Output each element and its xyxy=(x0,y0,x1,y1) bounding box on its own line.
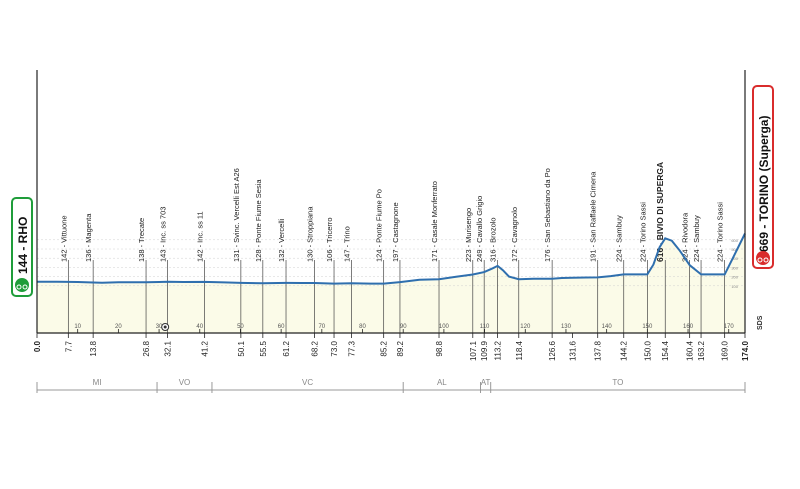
start-badge: 144 - RHO xyxy=(11,197,33,297)
place-label: 176 - San Sebastiano da Po xyxy=(543,168,552,262)
km-tick-label: 100 xyxy=(439,324,450,330)
distance-label: 13.8 xyxy=(89,340,98,356)
finish-bike-icon xyxy=(756,251,770,265)
km-tick-label: 60 xyxy=(278,324,285,330)
distance-label: 0.0 xyxy=(33,340,42,352)
distance-label: 109.9 xyxy=(480,340,489,361)
km-tick-label: 150 xyxy=(642,324,653,330)
place-label: 143 - Inc. ss 703 xyxy=(159,207,168,262)
camera-icon xyxy=(161,323,170,331)
finish-badge-frame xyxy=(752,85,774,269)
place-label: 106 - Tricerro xyxy=(325,217,334,262)
distance-label: 26.8 xyxy=(142,340,151,356)
place-label: 616 - BIVIO DI SUPERGA xyxy=(655,162,665,262)
y-tick-label: 200 xyxy=(731,275,738,280)
region-label: VC xyxy=(302,378,313,387)
place-label: 128 - Ponte Fiume Sesia xyxy=(254,179,263,262)
distance-label: 68.2 xyxy=(311,340,320,356)
distance-label: 174.0 xyxy=(741,340,750,361)
distance-label: 163.2 xyxy=(697,340,706,361)
distance-label: 89.2 xyxy=(396,340,405,356)
finish-badge: 669 - TORINO (Superga) xyxy=(752,85,774,269)
km-tick-label: 40 xyxy=(196,324,203,330)
distance-label: 32.1 xyxy=(164,340,173,356)
distance-label: 77.3 xyxy=(348,340,357,356)
start-label: 144 - RHO xyxy=(16,217,30,274)
distance-label: 131.6 xyxy=(568,340,577,361)
km-tick-label: 140 xyxy=(602,324,613,330)
place-label: 124 - Ponte Fiume Po xyxy=(375,189,384,262)
distance-label: 61.2 xyxy=(282,340,291,356)
finish-label: 669 - TORINO (Superga) xyxy=(757,116,771,252)
km-tick-label: 120 xyxy=(520,324,531,330)
place-label: 147 - Trino xyxy=(343,226,352,262)
km-tick-label: 50 xyxy=(237,324,244,330)
region-label: MI xyxy=(93,378,102,387)
finish-side-label: SDS xyxy=(757,315,764,330)
place-label: 172 - Cavagnolo xyxy=(510,207,519,262)
distance-label: 150.0 xyxy=(643,340,652,361)
distance-label: 113.2 xyxy=(494,340,503,360)
start-badge-frame xyxy=(11,197,33,297)
km-tick-label: 10 xyxy=(74,324,81,330)
place-label: 142 - Vittuone xyxy=(59,215,68,262)
region-label: VO xyxy=(179,378,191,387)
place-label: 138 - Trecate xyxy=(137,218,146,262)
km-tick-label: 90 xyxy=(400,324,407,330)
distance-label: 73.0 xyxy=(330,340,339,356)
profile-line xyxy=(36,233,746,285)
y-tick-label: 600 xyxy=(731,238,738,243)
y-tick-label: 500 xyxy=(731,247,738,252)
place-label: 249 - Cavallo Grigio xyxy=(475,196,484,262)
distance-label: 107.1 xyxy=(469,340,478,361)
distance-label: 85.2 xyxy=(380,340,389,356)
distance-label: 55.5 xyxy=(259,340,268,356)
km-tick-label: 130 xyxy=(561,324,572,330)
place-label: 324 - Rivodora xyxy=(681,212,690,262)
km-tick-label: 70 xyxy=(318,324,325,330)
place-label: 130 - Stroppiana xyxy=(306,206,315,262)
distance-label: 137.8 xyxy=(594,340,603,361)
place-label: 191 - San Raffaele Cimena xyxy=(589,171,598,262)
distance-label: 50.1 xyxy=(237,340,246,356)
distance-label: 7.7 xyxy=(64,340,73,352)
place-label: 316 - Brozolo xyxy=(489,217,498,262)
place-label: 171 - Casale Monferrato xyxy=(430,181,439,262)
km-tick-label: 80 xyxy=(359,324,366,330)
distance-label: 98.8 xyxy=(435,340,444,356)
place-label: 224 - Sambuy xyxy=(692,215,701,262)
place-label: 131 - Svinc. Vercelli Est A26 xyxy=(232,168,241,262)
y-tick-label: 400 xyxy=(731,256,738,261)
place-label: 197 - Castagnone xyxy=(391,202,400,262)
distance-label: 160.4 xyxy=(686,340,695,361)
y-tick-label: 300 xyxy=(731,265,738,270)
distance-label: 41.2 xyxy=(201,340,210,356)
km-tick-label: 110 xyxy=(480,324,490,330)
place-label: 224 - Sambuy xyxy=(615,215,624,262)
place-label: 142 - Inc. ss 11 xyxy=(196,211,205,262)
distance-label: 154.4 xyxy=(661,340,670,361)
region-label: AL xyxy=(437,378,447,387)
distance-label: 126.6 xyxy=(548,340,557,361)
start-bike-icon xyxy=(15,278,29,292)
km-tick-label: 160 xyxy=(683,324,694,330)
place-label: 224 - Torino Sassi xyxy=(716,202,725,262)
place-label: 132 - Vercelli xyxy=(277,218,286,262)
y-tick-label: 100 xyxy=(731,284,738,289)
place-label: 136 - Magenta xyxy=(84,213,93,262)
distance-label: 169.0 xyxy=(721,340,730,361)
distance-label: 118.4 xyxy=(515,340,524,360)
distance-label: 144.2 xyxy=(620,340,629,361)
place-label: 224 - Torino Sassi xyxy=(638,202,647,262)
km-tick-label: 30 xyxy=(156,324,163,330)
region-label: AT xyxy=(481,378,491,387)
place-label: 223 - Murisengo xyxy=(464,208,473,262)
region-label: TO xyxy=(612,378,623,387)
km-tick-label: 170 xyxy=(724,324,735,330)
km-tick-label: 20 xyxy=(115,324,122,330)
